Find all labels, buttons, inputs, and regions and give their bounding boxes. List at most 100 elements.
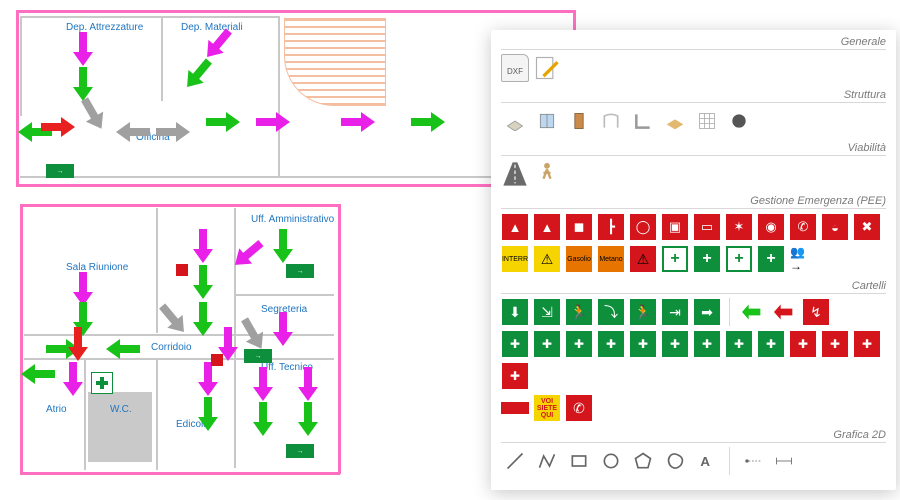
tool-fire-alarm-sign[interactable]: ✚ (821, 330, 849, 358)
plan-arrow[interactable] (116, 122, 150, 142)
tool-fire-phone[interactable]: ✆ (789, 213, 817, 241)
tool-edit-doc[interactable] (533, 54, 561, 82)
tool-exit-right[interactable]: ✚ (661, 330, 689, 358)
tool-gas-gasolio[interactable]: Gasolio (565, 245, 593, 273)
tool-sos-phone[interactable]: ✆ (565, 394, 593, 422)
tool-opening[interactable] (597, 107, 625, 135)
tool-grid[interactable] (693, 107, 721, 135)
tool-circle[interactable] (597, 447, 625, 475)
tool-corner[interactable] (629, 107, 657, 135)
fire-symbol-icon[interactable] (176, 264, 188, 276)
tool-floor[interactable] (661, 107, 689, 135)
tool-extinguisher-co2[interactable]: ▲ (533, 213, 561, 241)
tool-exit-run-left[interactable]: 🏃 (565, 298, 593, 326)
plan-arrow[interactable] (253, 402, 273, 436)
tool-exit-run[interactable]: 🏃 (629, 298, 657, 326)
tool-emergency-lift[interactable]: ✚ (501, 330, 529, 358)
plan-arrow[interactable] (63, 362, 83, 396)
tool-exit-door[interactable]: ⬇ (501, 298, 529, 326)
tool-sprinkler[interactable]: ✶ (725, 213, 753, 241)
tool-first-aid-1[interactable]: + (661, 245, 689, 273)
plan-arrow[interactable] (193, 302, 213, 336)
tool-text[interactable]: A (693, 447, 721, 475)
tool-disabled-exit[interactable]: ✚ (597, 330, 625, 358)
tool-hydrant[interactable]: ┣ (597, 213, 625, 241)
tool-hydrant-cabinet[interactable]: ◼ (565, 213, 593, 241)
tool-safety-shower[interactable]: ✚ (757, 330, 785, 358)
plan-arrow[interactable] (68, 327, 88, 361)
tool-blob[interactable] (661, 447, 689, 475)
fire-symbol-icon[interactable] (211, 354, 223, 366)
tool-dim-linear[interactable] (770, 447, 798, 475)
plan-arrow[interactable] (21, 364, 55, 384)
plan-arrow[interactable] (298, 402, 318, 436)
plan-arrow[interactable] (73, 32, 93, 66)
tool-eyewash[interactable]: ✚ (725, 330, 753, 358)
exit-sign-icon[interactable]: → (244, 349, 272, 363)
tool-polyline[interactable] (533, 447, 561, 475)
plan-arrow[interactable] (341, 112, 375, 132)
tool-hazard[interactable]: ⚠ (533, 245, 561, 273)
tool-exit-stairs-down[interactable]: ⤵ (597, 298, 625, 326)
tool-smoke-detector[interactable]: ◒ (821, 213, 849, 241)
tool-dxf-import[interactable]: DXF (501, 54, 529, 82)
tool-fire-point[interactable]: ◉ (757, 213, 785, 241)
plan-arrow[interactable] (193, 229, 213, 263)
tool-fire-ladder[interactable]: ✚ (853, 330, 881, 358)
tool-arrow-red-left[interactable] (770, 298, 798, 326)
tool-no-smoking[interactable]: ⚠ (629, 245, 657, 273)
plan-arrow[interactable] (206, 112, 240, 132)
tool-emergency-exit-1[interactable]: ✚ (533, 330, 561, 358)
plan-arrow[interactable] (273, 229, 293, 263)
tool-voi-siete-qui[interactable]: VOISIETEQUI (533, 394, 561, 422)
plan-arrow[interactable] (298, 367, 318, 401)
tool-exit-arrow[interactable]: ➡ (693, 298, 721, 326)
tool-fire-misc[interactable]: ✖ (853, 213, 881, 241)
plan-arrow[interactable] (411, 112, 445, 132)
tool-hose-reel[interactable]: ◯ (629, 213, 657, 241)
tool-door[interactable] (565, 107, 593, 135)
tool-line[interactable] (501, 447, 529, 475)
tool-alarm-bell[interactable]: ▣ (661, 213, 689, 241)
tool-red-bar-sign[interactable] (501, 394, 529, 422)
plan-arrow[interactable] (106, 339, 140, 359)
tool-fire-hydrant-sign[interactable]: ✚ (789, 330, 817, 358)
tool-arrow-green-left[interactable] (738, 298, 766, 326)
tool-emergency-exit-2[interactable]: ✚ (565, 330, 593, 358)
tool-warning-sign[interactable]: ↯ (802, 298, 830, 326)
tool-first-aid-3[interactable]: + (725, 245, 753, 273)
tool-gas-metano[interactable]: Metano (597, 245, 625, 273)
tool-assembly-point[interactable]: 👥→ (789, 245, 817, 273)
plan-arrow[interactable] (76, 94, 110, 133)
tool-polygon[interactable] (629, 447, 657, 475)
tool-sphere[interactable] (725, 107, 753, 135)
plan-arrow[interactable] (236, 314, 270, 353)
plan-arrow[interactable] (73, 272, 93, 306)
tool-extinguisher[interactable]: ▲ (501, 213, 529, 241)
tool-aed[interactable]: ✚ (693, 330, 721, 358)
plan-arrow[interactable] (253, 367, 273, 401)
first-aid-icon[interactable] (91, 372, 113, 394)
plan-arrow[interactable] (273, 312, 293, 346)
tool-dim-point[interactable] (738, 447, 766, 475)
plan-arrow[interactable] (41, 117, 75, 137)
tool-fire-blanket[interactable]: ▭ (693, 213, 721, 241)
plan-arrow[interactable] (193, 265, 213, 299)
exit-sign-icon[interactable]: → (286, 444, 314, 458)
exit-sign-icon[interactable]: → (46, 164, 74, 178)
plan-arrow[interactable] (256, 112, 290, 132)
tool-road[interactable] (501, 160, 529, 188)
plan-arrow[interactable] (154, 300, 191, 339)
tool-exit-left[interactable]: ✚ (629, 330, 657, 358)
tool-first-aid-2[interactable]: + (693, 245, 721, 273)
tool-pedestrian[interactable] (533, 160, 561, 188)
tool-rectangle[interactable] (565, 447, 593, 475)
exit-sign-icon[interactable]: → (286, 264, 314, 278)
plan-arrow[interactable] (198, 362, 218, 396)
tool-exit-push[interactable]: ⇥ (661, 298, 689, 326)
tool-window[interactable] (533, 107, 561, 135)
tool-exit-down[interactable]: ⇲ (533, 298, 561, 326)
plan-arrow[interactable] (156, 122, 190, 142)
plan-arrow[interactable] (198, 397, 218, 431)
tool-first-aid-4[interactable]: + (757, 245, 785, 273)
